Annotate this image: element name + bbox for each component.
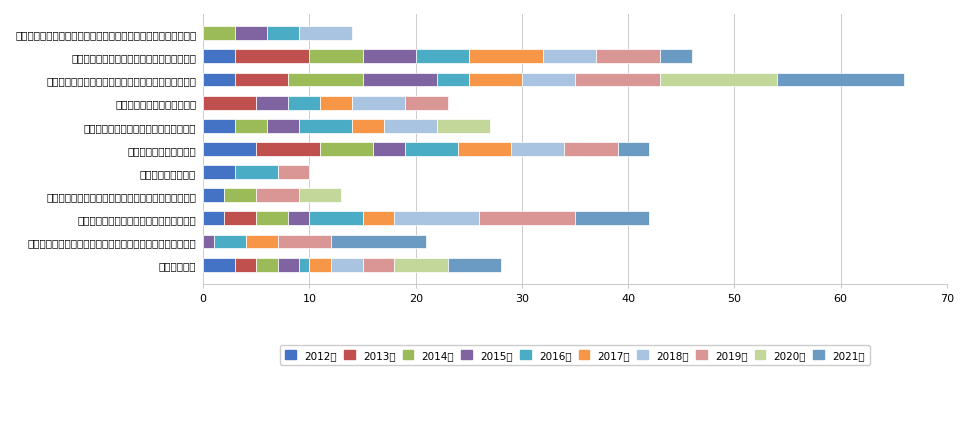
Bar — [596, 50, 660, 64]
Bar — [298, 120, 352, 133]
Bar — [203, 50, 235, 64]
Bar — [235, 120, 266, 133]
Bar — [320, 143, 373, 157]
Bar — [288, 96, 320, 111]
Bar — [288, 212, 309, 226]
Bar — [277, 258, 298, 272]
Bar — [257, 258, 277, 272]
Bar — [405, 96, 448, 111]
Bar — [257, 212, 288, 226]
Bar — [564, 143, 617, 157]
Bar — [394, 258, 448, 272]
Bar — [203, 212, 225, 226]
Bar — [362, 50, 416, 64]
Bar — [309, 212, 362, 226]
Bar — [512, 143, 564, 157]
Bar — [480, 212, 575, 226]
Bar — [320, 96, 352, 111]
Bar — [373, 143, 405, 157]
Bar — [298, 258, 309, 272]
Bar — [277, 166, 309, 180]
Bar — [203, 120, 235, 133]
Bar — [257, 143, 320, 157]
Bar — [362, 74, 437, 87]
Bar — [394, 212, 480, 226]
Bar — [352, 96, 405, 111]
Bar — [298, 189, 341, 203]
Bar — [203, 143, 257, 157]
Bar — [660, 50, 692, 64]
Bar — [235, 50, 309, 64]
Bar — [203, 74, 235, 87]
Bar — [437, 120, 490, 133]
Bar — [246, 235, 277, 249]
Bar — [416, 50, 469, 64]
Bar — [235, 166, 277, 180]
Bar — [384, 120, 437, 133]
Bar — [203, 235, 214, 249]
Bar — [777, 74, 904, 87]
Bar — [288, 74, 362, 87]
Bar — [235, 258, 257, 272]
Bar — [309, 50, 362, 64]
Bar — [257, 189, 298, 203]
Bar — [469, 50, 544, 64]
Bar — [214, 235, 246, 249]
Bar — [235, 27, 266, 41]
Bar — [203, 27, 235, 41]
Bar — [458, 143, 512, 157]
Bar — [575, 212, 649, 226]
Bar — [437, 74, 469, 87]
Bar — [257, 96, 288, 111]
Bar — [330, 235, 426, 249]
Bar — [225, 189, 257, 203]
Bar — [362, 212, 394, 226]
Bar — [469, 74, 522, 87]
Bar — [266, 120, 298, 133]
Bar — [575, 74, 660, 87]
Bar — [352, 120, 384, 133]
Bar — [405, 143, 458, 157]
Bar — [544, 50, 596, 64]
Bar — [448, 258, 501, 272]
Bar — [203, 96, 257, 111]
Bar — [309, 258, 330, 272]
Bar — [235, 74, 288, 87]
Legend: 2012年, 2013年, 2014年, 2015年, 2016年, 2017年, 2018年, 2019年, 2020年, 2021年: 2012年, 2013年, 2014年, 2015年, 2016年, 2017年… — [280, 345, 870, 365]
Bar — [298, 27, 352, 41]
Bar — [660, 74, 777, 87]
Bar — [203, 258, 235, 272]
Bar — [522, 74, 575, 87]
Bar — [203, 166, 235, 180]
Bar — [266, 27, 298, 41]
Bar — [277, 235, 330, 249]
Bar — [362, 258, 394, 272]
Bar — [330, 258, 362, 272]
Bar — [617, 143, 649, 157]
Bar — [225, 212, 257, 226]
Bar — [203, 189, 225, 203]
